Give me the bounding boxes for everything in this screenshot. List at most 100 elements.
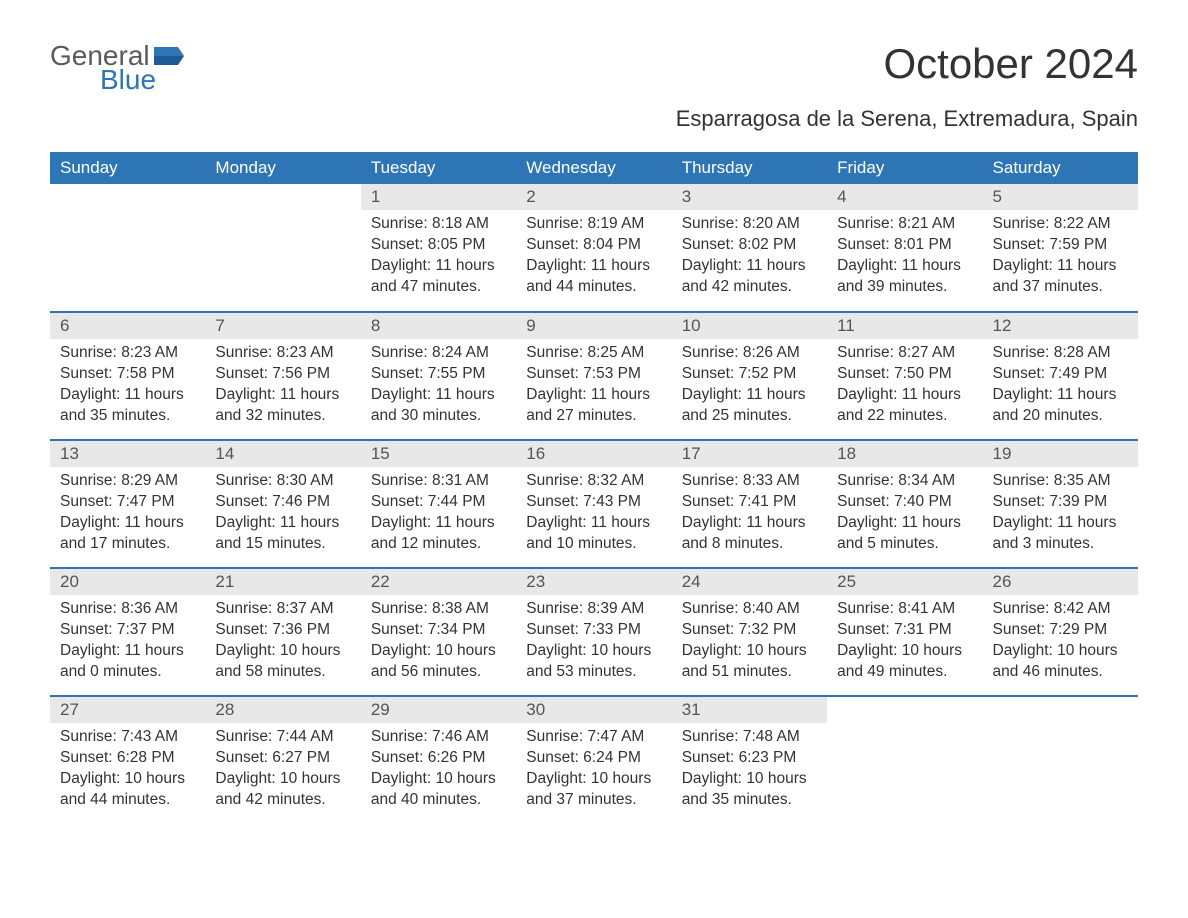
sunset-line: Sunset: 7:53 PM <box>526 364 661 385</box>
sunset-line: Sunset: 7:31 PM <box>837 620 972 641</box>
sunset-value: 7:56 PM <box>272 365 330 382</box>
sunrise-line: Sunrise: 7:44 AM <box>215 727 350 748</box>
sunset-value: 7:41 PM <box>739 493 797 510</box>
sunrise-line: Sunrise: 8:38 AM <box>371 599 506 620</box>
daylight-line: Daylight: 10 hours and 58 minutes. <box>215 641 350 683</box>
sunset-line: Sunset: 7:36 PM <box>215 620 350 641</box>
calendar-week: 6Sunrise: 8:23 AMSunset: 7:58 PMDaylight… <box>50 312 1138 440</box>
sunrise-value: 8:23 AM <box>121 344 178 361</box>
day-number: 17 <box>672 441 827 467</box>
day-body: Sunrise: 7:43 AMSunset: 6:28 PMDaylight:… <box>50 723 205 821</box>
sunrise-line: Sunrise: 8:23 AM <box>60 343 195 364</box>
day-number: 19 <box>983 441 1138 467</box>
calendar-cell: 20Sunrise: 8:36 AMSunset: 7:37 PMDayligh… <box>50 568 205 696</box>
sunrise-line: Sunrise: 8:40 AM <box>682 599 817 620</box>
sunrise-line: Sunrise: 8:25 AM <box>526 343 661 364</box>
day-number: 5 <box>983 184 1138 210</box>
sunset-value: 7:31 PM <box>894 621 952 638</box>
sunrise-line: Sunrise: 8:37 AM <box>215 599 350 620</box>
day-number: 25 <box>827 569 982 595</box>
sunset-line: Sunset: 6:28 PM <box>60 748 195 769</box>
day-body: Sunrise: 8:35 AMSunset: 7:39 PMDaylight:… <box>983 467 1138 565</box>
calendar-cell: 26Sunrise: 8:42 AMSunset: 7:29 PMDayligh… <box>983 568 1138 696</box>
daylight-line: Daylight: 10 hours and 42 minutes. <box>215 769 350 811</box>
day-body: Sunrise: 8:31 AMSunset: 7:44 PMDaylight:… <box>361 467 516 565</box>
day-number: 6 <box>50 313 205 339</box>
day-number: 31 <box>672 697 827 723</box>
day-number: 10 <box>672 313 827 339</box>
sunset-value: 6:24 PM <box>583 749 641 766</box>
sunrise-line: Sunrise: 8:33 AM <box>682 471 817 492</box>
day-number: 29 <box>361 697 516 723</box>
day-body: Sunrise: 8:24 AMSunset: 7:55 PMDaylight:… <box>361 339 516 437</box>
sunrise-line: Sunrise: 8:27 AM <box>837 343 972 364</box>
daylight-line: Daylight: 11 hours and 8 minutes. <box>682 513 817 555</box>
sunset-value: 7:43 PM <box>583 493 641 510</box>
day-number: 21 <box>205 569 360 595</box>
day-number: 23 <box>516 569 671 595</box>
calendar-cell: 25Sunrise: 8:41 AMSunset: 7:31 PMDayligh… <box>827 568 982 696</box>
sunrise-value: 8:30 AM <box>277 472 334 489</box>
calendar-table: SundayMondayTuesdayWednesdayThursdayFrid… <box>50 152 1138 824</box>
calendar-cell: 27Sunrise: 7:43 AMSunset: 6:28 PMDayligh… <box>50 696 205 824</box>
sunset-line: Sunset: 7:41 PM <box>682 492 817 513</box>
sunrise-value: 8:38 AM <box>432 600 489 617</box>
sunset-line: Sunset: 8:01 PM <box>837 235 972 256</box>
sunset-line: Sunset: 6:23 PM <box>682 748 817 769</box>
sunrise-value: 8:33 AM <box>743 472 800 489</box>
day-body: Sunrise: 8:23 AMSunset: 7:58 PMDaylight:… <box>50 339 205 437</box>
sunrise-line: Sunrise: 8:28 AM <box>993 343 1128 364</box>
sunset-line: Sunset: 7:33 PM <box>526 620 661 641</box>
weekday-header-row: SundayMondayTuesdayWednesdayThursdayFrid… <box>50 152 1138 184</box>
daylight-line: Daylight: 11 hours and 27 minutes. <box>526 385 661 427</box>
day-number: 22 <box>361 569 516 595</box>
daylight-line: Daylight: 10 hours and 40 minutes. <box>371 769 506 811</box>
sunrise-value: 8:36 AM <box>121 600 178 617</box>
sunset-value: 7:46 PM <box>272 493 330 510</box>
sunrise-line: Sunrise: 7:46 AM <box>371 727 506 748</box>
calendar-cell: 13Sunrise: 8:29 AMSunset: 7:47 PMDayligh… <box>50 440 205 568</box>
calendar-cell: 29Sunrise: 7:46 AMSunset: 6:26 PMDayligh… <box>361 696 516 824</box>
sunset-value: 7:53 PM <box>583 365 641 382</box>
sunrise-value: 7:47 AM <box>587 728 644 745</box>
sunrise-line: Sunrise: 7:47 AM <box>526 727 661 748</box>
day-body: Sunrise: 8:32 AMSunset: 7:43 PMDaylight:… <box>516 467 671 565</box>
sunrise-value: 8:20 AM <box>743 215 800 232</box>
sunrise-value: 8:27 AM <box>898 344 955 361</box>
calendar-cell: 31Sunrise: 7:48 AMSunset: 6:23 PMDayligh… <box>672 696 827 824</box>
sunset-value: 7:52 PM <box>739 365 797 382</box>
day-number: 1 <box>361 184 516 210</box>
sunset-line: Sunset: 7:46 PM <box>215 492 350 513</box>
sunrise-line: Sunrise: 8:24 AM <box>371 343 506 364</box>
sunset-line: Sunset: 6:24 PM <box>526 748 661 769</box>
day-number: 2 <box>516 184 671 210</box>
calendar-cell: 14Sunrise: 8:30 AMSunset: 7:46 PMDayligh… <box>205 440 360 568</box>
day-body: Sunrise: 7:48 AMSunset: 6:23 PMDaylight:… <box>672 723 827 821</box>
sunset-line: Sunset: 7:44 PM <box>371 492 506 513</box>
calendar-cell: 2Sunrise: 8:19 AMSunset: 8:04 PMDaylight… <box>516 184 671 312</box>
day-number: 7 <box>205 313 360 339</box>
calendar-cell: 24Sunrise: 8:40 AMSunset: 7:32 PMDayligh… <box>672 568 827 696</box>
day-body: Sunrise: 8:33 AMSunset: 7:41 PMDaylight:… <box>672 467 827 565</box>
title-block: October 2024 Esparragosa de la Serena, E… <box>676 40 1138 132</box>
sunrise-value: 8:25 AM <box>587 344 644 361</box>
calendar-cell: 30Sunrise: 7:47 AMSunset: 6:24 PMDayligh… <box>516 696 671 824</box>
sunset-value: 7:34 PM <box>428 621 486 638</box>
sunrise-value: 8:26 AM <box>743 344 800 361</box>
day-number: 28 <box>205 697 360 723</box>
day-number: 8 <box>361 313 516 339</box>
sunrise-value: 8:24 AM <box>432 344 489 361</box>
sunset-value: 7:40 PM <box>894 493 952 510</box>
sunset-value: 7:29 PM <box>1049 621 1107 638</box>
sunrise-value: 8:42 AM <box>1054 600 1111 617</box>
sunset-value: 7:47 PM <box>117 493 175 510</box>
sunset-value: 6:28 PM <box>117 749 175 766</box>
sunrise-value: 8:34 AM <box>898 472 955 489</box>
daylight-line: Daylight: 11 hours and 10 minutes. <box>526 513 661 555</box>
sunset-value: 8:02 PM <box>739 236 797 253</box>
day-number: 18 <box>827 441 982 467</box>
sunset-value: 8:01 PM <box>894 236 952 253</box>
weekday-header: Wednesday <box>516 152 671 184</box>
day-body: Sunrise: 8:22 AMSunset: 7:59 PMDaylight:… <box>983 210 1138 308</box>
calendar-cell: 18Sunrise: 8:34 AMSunset: 7:40 PMDayligh… <box>827 440 982 568</box>
